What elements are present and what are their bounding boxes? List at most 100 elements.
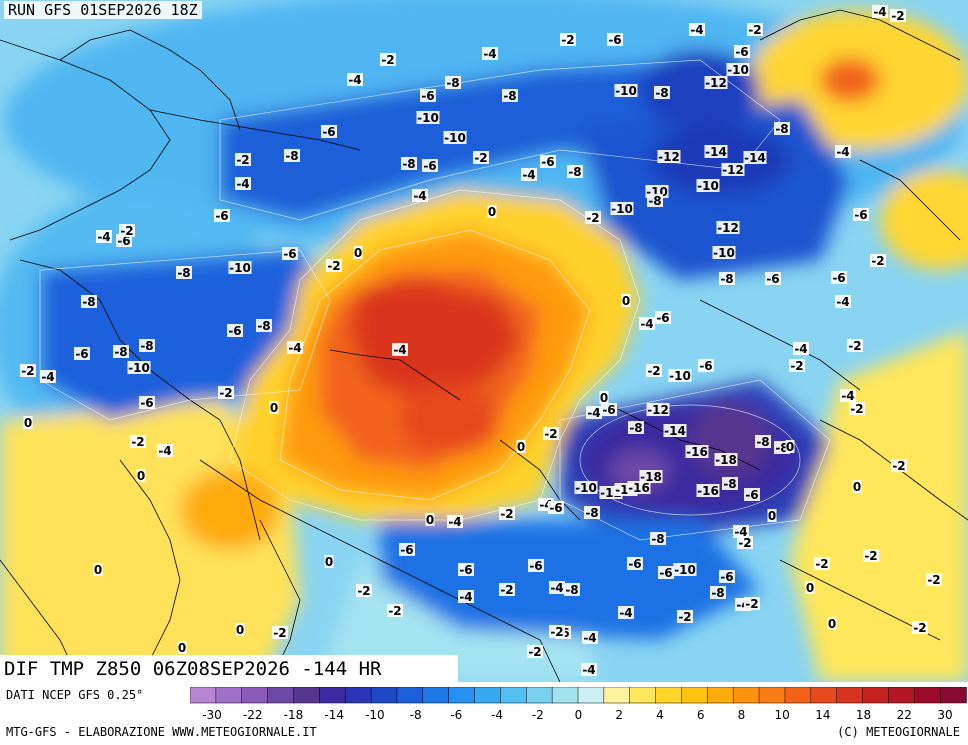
contour-label-text: -8 [756,435,769,449]
legend-swatch [629,687,657,704]
contour-label-text: -4 [41,370,54,384]
contour-label-text: -6 [400,543,413,557]
contour-label: -10 [228,261,252,275]
contour-label: -2 [747,23,763,37]
contour-label: -16 [696,484,720,498]
contour-label: -6 [655,311,671,325]
contour-label-text: -8 [503,89,516,103]
contour-label: 0 [136,469,146,483]
contour-label-text: -2 [327,259,340,273]
contour-label: 0 [599,391,609,405]
contour-label: -10 [443,131,467,145]
contour-label-text: 0 [786,440,794,454]
contour-label: -4 [840,389,856,403]
contour-label-text: -6 [656,311,669,325]
contour-label: 0 [425,513,435,527]
contour-label-text: 0 [236,623,244,637]
contour-label: 0 [269,401,279,415]
contour-label: -6 [548,501,564,515]
contour-label: -6 [719,570,735,584]
contour-label: 0 [353,246,363,260]
legend-tick-label: -14 [324,708,344,722]
contour-label: -4 [872,5,888,19]
contour-label-text: -2 [21,364,34,378]
contour-label: -6 [734,45,750,59]
legend-swatch [810,687,838,704]
contour-label-text: -2 [500,507,513,521]
contour-label-text: -2 [850,402,863,416]
contour-label-text: -10 [697,179,719,193]
contour-label: -10 [726,63,750,77]
legend-swatch [344,687,372,704]
contour-label-text: -2 [748,23,761,37]
contour-label: -4 [639,317,655,331]
contour-label-text: 0 [94,563,102,577]
contour-label: -4 [347,73,363,87]
contour-label-text: -2 [864,549,877,563]
contour-label: -4 [447,515,463,529]
legend-swatch [707,687,734,704]
contour-label-text: -6 [215,209,228,223]
contour-label: -10 [610,202,634,216]
legend-swatch [758,687,786,704]
contour-label-text: -10 [417,111,439,125]
variable-title: DIF TMP Z850 06Z08SEP2026 -144 HR [0,655,458,683]
contour-label-text: -6 [541,155,554,169]
contour-label: -4 [40,370,56,384]
contour-label: -8 [445,76,461,90]
contour-label: -8 [81,295,97,309]
contour-label: -2 [356,584,372,598]
contour-label-text: -6 [140,396,153,410]
legend-ticks: -30 -22 -18 -14 -10 -8 -6 -4 -2 0 2 4 6 8 10 14 18 22 30 [202,708,952,722]
contour-label-text: 0 [853,480,861,494]
contour-label-text: -2 [891,9,904,23]
contour-label: -2 [119,224,135,238]
run-title: RUN GFS 01SEP2026 18Z [4,1,202,19]
contour-label: -6 [139,396,155,410]
color-legend: -30 -22 -18 -14 -10 -8 -6 -4 -2 0 2 4 6 8 10 14 18 22 30 [190,687,967,722]
contour-label: -6 [116,234,132,248]
contour-label-text: -12 [722,163,744,177]
contour-label-text: -6 [117,234,130,248]
contour-label: -2 [499,583,515,597]
contour-label: -2 [890,9,906,23]
contour-label-text: -2 [388,604,401,618]
contour-label: -4 [586,406,602,420]
contour-label-text: 0 [137,469,145,483]
contour-label: -10 [416,111,440,125]
contour-label-text: -8 [402,157,415,171]
contour-label: -2 [814,557,830,571]
contour-label: -8 [774,122,790,136]
contour-label-text: -6 [766,272,779,286]
contour-label: -2 [527,645,543,659]
contour-label: 0 [805,581,815,595]
contour-label: -14 [743,151,767,165]
contour-label: -2 [20,364,36,378]
contour-label-text: -2 [913,621,926,635]
legend-swatch [551,687,579,704]
contour-label-text: -2 [790,359,803,373]
contour-label: -4 [582,631,598,645]
contour-label-text: -2 [927,573,940,587]
contour-label: -2 [646,364,662,378]
contour-label-text: -4 [690,23,703,37]
legend-tick-label: 2 [615,708,623,722]
contour-label-text: -4 [348,73,361,87]
contour-label: -12 [646,403,670,417]
contour-label-text: -8 [648,194,661,208]
contour-label: -2 [847,339,863,353]
contour-label: -2 [677,610,693,624]
legend-swatch [939,687,967,704]
contour-label-text: -6 [529,559,542,573]
legend-tick-label: 14 [815,708,830,722]
contour-label: -4 [549,581,565,595]
contour-label-text: 0 [768,509,776,523]
contour-label-text: -4 [582,663,595,677]
contour-label-text: -4 [794,342,807,356]
contour-label: -2 [473,151,489,165]
contour-label: 0 [487,205,497,219]
legend-tick-label: 0 [575,708,583,722]
contour-label-text: 0 [806,581,814,595]
contour-label-text: -2 [586,211,599,225]
copyright: (C) METEOGIORNALE [837,725,960,739]
